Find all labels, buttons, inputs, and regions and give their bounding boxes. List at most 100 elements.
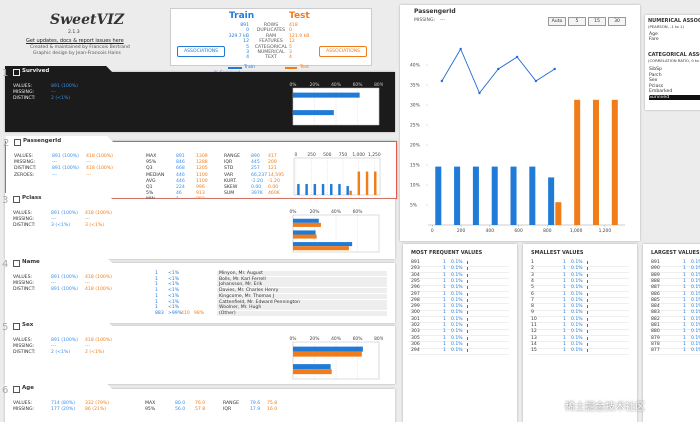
cell-pct: 0.1%	[571, 278, 583, 284]
cell-count: 1	[563, 316, 566, 322]
stat-cell: 1205	[196, 166, 208, 172]
list-name: Minyon, Mr. August	[219, 271, 263, 276]
row-label: FEATURES	[259, 39, 283, 45]
cell-count: 1	[443, 323, 446, 328]
cell-count: 1	[443, 329, 446, 335]
list-name: Woolner, Mr. Hugh	[219, 305, 262, 311]
list-cell: 1	[155, 305, 158, 311]
row-divider	[529, 341, 629, 343]
cell-pct: 0.1%	[691, 272, 700, 278]
x-tick-label: 1,000	[352, 152, 365, 158]
legend-swatch	[285, 67, 297, 69]
stat-cell: VALUES:	[14, 154, 34, 159]
stat-cell: 418 (100%)	[85, 275, 112, 280]
x-tick-label: 600	[514, 228, 523, 234]
train-value: 12	[243, 39, 249, 45]
row-divider	[529, 297, 629, 299]
stat-cell: 16.0	[267, 407, 278, 413]
assoc-row: Parch	[649, 72, 662, 78]
feature-number: 3	[2, 195, 9, 206]
cell-value: 884	[651, 304, 660, 310]
x-tick-label: 20%	[310, 209, 320, 215]
cell-pct: 0.1%	[571, 341, 583, 347]
values-table: MOST FREQUENT VALUES 891 1 0.1% 293 1 0.1% 304 1…	[403, 244, 517, 422]
cell-value: 889	[651, 272, 660, 278]
stat-cell: ---	[51, 90, 56, 96]
stat-cell: 2 (<1%)	[85, 350, 105, 356]
pct-bar	[587, 261, 588, 264]
row-divider	[529, 334, 629, 336]
survival-point	[553, 67, 556, 71]
stat-cell: MISSING:	[13, 281, 35, 287]
stat-cell: 75.8	[267, 401, 278, 406]
row-divider	[649, 347, 700, 349]
feature-name: Age	[22, 385, 34, 391]
list-row-bg	[217, 276, 387, 282]
stat-cell: MEDIAN	[146, 172, 165, 178]
x-tick-label: 1,200	[599, 228, 612, 234]
stat-cell: 891 (100%)	[51, 84, 78, 89]
stat-cell: ---	[51, 217, 56, 223]
feature-name: Survived	[22, 68, 50, 74]
row-divider	[649, 284, 700, 286]
bin-button[interactable]: 30	[608, 17, 626, 26]
x-tick-label: 0%	[290, 209, 297, 215]
bar	[293, 364, 331, 370]
x-tick-label: 60%	[353, 209, 363, 215]
cell-count: 1	[683, 266, 686, 272]
cell-pct: 0.1%	[451, 266, 463, 272]
test-value: 3	[289, 50, 292, 55]
bin-button[interactable]: Auto	[548, 17, 566, 26]
cell-pct: 0.1%	[571, 335, 583, 341]
stat-cell: MISSING:	[13, 90, 35, 96]
test-value: 5	[289, 44, 292, 50]
cell-pct: 0.1%	[571, 272, 583, 278]
bar	[454, 166, 461, 225]
cell-count: 1	[683, 341, 686, 347]
associations-button[interactable]: ASSOCIATIONS	[319, 46, 368, 57]
row-divider	[529, 328, 629, 330]
list-row-bg	[217, 293, 387, 299]
bar	[365, 171, 369, 195]
assoc-row: Sex	[649, 78, 658, 83]
cell-value: 877	[651, 348, 660, 354]
y-tick-label: 30%	[410, 103, 420, 109]
cell-value: 7	[531, 297, 534, 303]
pct-bar	[467, 267, 468, 271]
survival-point	[515, 55, 519, 59]
list-cell: 1	[155, 276, 158, 282]
row-divider	[529, 290, 629, 292]
feature-icon	[13, 386, 20, 393]
stat-cell: 14,595	[268, 172, 285, 178]
cell-count: 1	[683, 316, 686, 322]
cell-count: 1	[443, 278, 446, 284]
x-tick-label: 80%	[374, 82, 383, 88]
stat-cell: 3 (<1%)	[51, 223, 71, 229]
stat-cell: 209	[268, 160, 277, 166]
feature-number: 4	[2, 259, 9, 270]
cell-value: 6	[531, 291, 534, 297]
cell-value: 2	[531, 266, 534, 272]
stat-cell: ---	[51, 344, 56, 350]
row-divider	[649, 290, 700, 292]
x-tick-label: 20%	[310, 82, 320, 88]
cell-pct: 0.1%	[571, 310, 583, 316]
stat-cell: 446	[176, 172, 185, 178]
associations-button[interactable]: ASSOCIATIONS	[177, 46, 226, 57]
row-divider	[529, 278, 629, 280]
assoc-title: CATEGORICAL ASSOCIATIONS	[648, 52, 700, 58]
stat-cell: MISSING:	[13, 344, 35, 350]
bin-button[interactable]: 15	[588, 17, 606, 26]
row-divider	[649, 322, 700, 324]
stat-cell: 891 (100%)	[52, 154, 79, 159]
cell-pct: 0.1%	[451, 304, 463, 310]
bin-button[interactable]: 5	[568, 17, 586, 26]
chart: 0 250 500 750 1,000 1,250	[293, 152, 381, 196]
cell-count: 1	[443, 272, 446, 278]
row-divider	[529, 271, 629, 273]
stat-cell: 1100	[196, 178, 208, 184]
stat-cell: 846	[176, 160, 185, 166]
bar	[293, 242, 353, 247]
cell-count: 1	[443, 297, 446, 303]
